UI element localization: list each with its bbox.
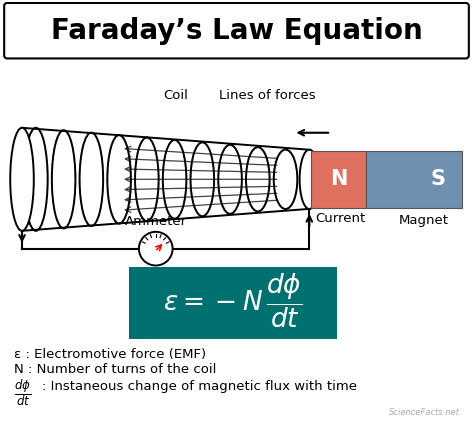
Text: $\dfrac{d\phi}{dt}$: $\dfrac{d\phi}{dt}$ — [14, 377, 31, 408]
Text: ScienceFacts.net: ScienceFacts.net — [389, 408, 460, 417]
Ellipse shape — [10, 128, 34, 231]
Text: Ammeter: Ammeter — [125, 215, 187, 228]
Ellipse shape — [300, 150, 319, 209]
Circle shape — [139, 232, 173, 265]
Text: : Instaneous change of magnetic flux with time: : Instaneous change of magnetic flux wit… — [42, 380, 357, 393]
Text: Lines of forces: Lines of forces — [219, 89, 316, 102]
FancyBboxPatch shape — [4, 3, 469, 59]
Bar — [365, 151, 462, 208]
Text: Faraday’s Law Equation: Faraday’s Law Equation — [51, 17, 423, 45]
Bar — [129, 268, 337, 339]
Text: S: S — [430, 169, 445, 189]
Text: N : Number of turns of the coil: N : Number of turns of the coil — [14, 363, 217, 376]
Text: Current: Current — [315, 212, 365, 226]
Text: N: N — [330, 169, 347, 189]
Text: Coil: Coil — [163, 89, 188, 102]
Bar — [311, 151, 365, 208]
Text: ε : Electromotive force (EMF): ε : Electromotive force (EMF) — [14, 348, 206, 361]
Text: Magnet: Magnet — [398, 214, 448, 227]
Text: $\varepsilon = -N\,\dfrac{d\phi}{dt}$: $\varepsilon = -N\,\dfrac{d\phi}{dt}$ — [164, 272, 302, 330]
